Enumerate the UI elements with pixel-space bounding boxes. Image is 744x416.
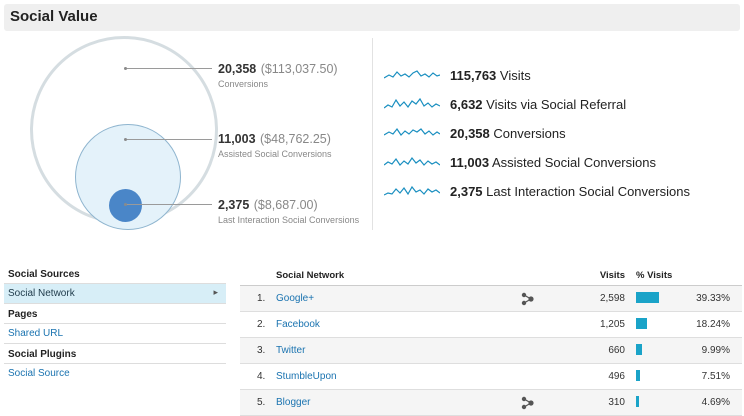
nav-heading-social-plugins: Social Plugins: [8, 349, 77, 360]
stat-number: 11,003: [218, 132, 256, 146]
row-percent: 7.51%: [701, 371, 730, 382]
table-header: Social Network Visits % Visits: [240, 266, 742, 286]
sparkline-icon: [384, 127, 440, 136]
metric-value: 20,358: [450, 125, 490, 141]
nav-separator: [4, 343, 226, 350]
row-percent: 9.99%: [701, 345, 730, 356]
page-title: Social Value: [10, 8, 98, 25]
social-network-table: Social Network Visits % Visits 1. Google…: [240, 266, 742, 416]
metric-value: 6,632: [450, 96, 483, 112]
section-divider: [372, 38, 373, 230]
column-header-visits[interactable]: Visits: [599, 270, 625, 281]
sparkline-icon: [384, 70, 440, 79]
leader-line: [127, 68, 212, 69]
stat-value: ($8,687.00): [253, 198, 318, 212]
stat-value: ($113,037.50): [260, 62, 338, 76]
table-row: 3. Twitter 660 9.99%: [240, 338, 742, 364]
stat-number: 2,375: [218, 198, 250, 212]
row-visits: 496: [608, 371, 625, 382]
row-percent: 39.33%: [696, 293, 730, 304]
stat-label: Assisted Social Conversions: [218, 149, 332, 159]
nav-item-label: Shared URL: [8, 328, 64, 339]
nav-separator: [4, 303, 226, 310]
metric-label: Visits: [499, 67, 531, 83]
metric-value: 115,763: [450, 67, 497, 83]
visits-share-bar: [636, 370, 640, 381]
page-header: Social Value: [4, 4, 740, 31]
network-link[interactable]: Google+: [276, 293, 315, 304]
leader-line: [127, 204, 212, 205]
metric-conversions[interactable]: 20,358 Conversions: [384, 123, 566, 143]
network-link[interactable]: Twitter: [276, 345, 306, 356]
conversion-circles: [0, 34, 372, 234]
sparkline-icon: [384, 185, 440, 196]
sparkline-icon: [384, 156, 440, 166]
table-row: 1. Google+ 2,598 39.33%: [240, 286, 742, 312]
social-nav: Social Sources Social Network ▸ Pages Sh…: [4, 266, 226, 383]
row-rank: 1.: [257, 293, 266, 304]
metric-assisted-conversions[interactable]: 11,003 Assisted Social Conversions: [384, 152, 656, 172]
nav-heading-pages: Pages: [8, 309, 38, 320]
network-link[interactable]: Blogger: [276, 397, 311, 408]
nav-item-shared-url[interactable]: Shared URL: [4, 323, 226, 343]
chevron-right-icon: ▸: [213, 287, 218, 297]
metric-last-interaction[interactable]: 2,375 Last Interaction Social Conversion…: [384, 181, 690, 201]
hub-activity-icon[interactable]: [520, 396, 534, 410]
leader-dot: [124, 138, 127, 141]
row-visits: 2,598: [599, 293, 625, 304]
row-visits: 310: [608, 397, 625, 408]
metric-visits[interactable]: 115,763 Visits: [384, 65, 531, 85]
metric-value: 11,003: [450, 154, 490, 170]
nav-item-label: Social Source: [8, 368, 70, 379]
row-rank: 4.: [257, 371, 266, 382]
network-link[interactable]: Facebook: [276, 319, 320, 330]
column-header-network[interactable]: Social Network: [276, 270, 345, 281]
row-rank: 3.: [257, 345, 266, 356]
nav-item-social-network[interactable]: Social Network ▸: [4, 283, 226, 303]
leader-line: [127, 139, 212, 140]
leader-dot: [124, 67, 127, 70]
nav-item-social-source[interactable]: Social Source: [4, 363, 226, 383]
row-rank: 5.: [257, 397, 266, 408]
stat-label: Conversions: [218, 79, 269, 89]
metric-label: Last Interaction Social Conversions: [486, 183, 690, 199]
visits-share-bar: [636, 318, 647, 329]
row-visits: 660: [608, 345, 625, 356]
nav-heading-social-sources: Social Sources: [8, 269, 80, 280]
stat-label: Last Interaction Social Conversions: [218, 215, 360, 225]
conversions-stat: 20,358 ($113,037.50) Conversions: [218, 60, 338, 89]
last-interaction-stat: 2,375 ($8,687.00) Last Interaction Socia…: [218, 196, 359, 225]
metric-label: Assisted Social Conversions: [491, 154, 656, 170]
stat-number: 20,358: [218, 62, 257, 76]
metric-label: Visits via Social Referral: [486, 96, 627, 112]
hub-activity-icon[interactable]: [520, 292, 534, 306]
leader-dot: [124, 203, 127, 206]
metric-value: 2,375: [450, 183, 483, 199]
visits-share-bar: [636, 344, 642, 355]
network-link[interactable]: StumbleUpon: [276, 371, 337, 382]
metric-label: Conversions: [493, 125, 566, 141]
table-row: 4. StumbleUpon 496 7.51%: [240, 364, 742, 390]
row-rank: 2.: [257, 319, 266, 330]
column-header-percent-visits[interactable]: % Visits: [636, 270, 673, 281]
row-visits: 1,205: [599, 319, 625, 330]
stat-value: ($48,762.25): [260, 132, 331, 146]
assisted-stat: 11,003 ($48,762.25) Assisted Social Conv…: [218, 130, 332, 159]
sparkline-icon: [384, 97, 440, 109]
metric-social-referral[interactable]: 6,632 Visits via Social Referral: [384, 94, 626, 114]
table-row: 5. Blogger 310 4.69%: [240, 390, 742, 416]
row-percent: 18.24%: [696, 319, 730, 330]
nav-item-label: Social Network: [8, 288, 75, 299]
row-percent: 4.69%: [701, 397, 730, 408]
table-row: 2. Facebook 1,205 18.24%: [240, 312, 742, 338]
visits-share-bar: [636, 292, 659, 303]
visits-share-bar: [636, 396, 639, 407]
